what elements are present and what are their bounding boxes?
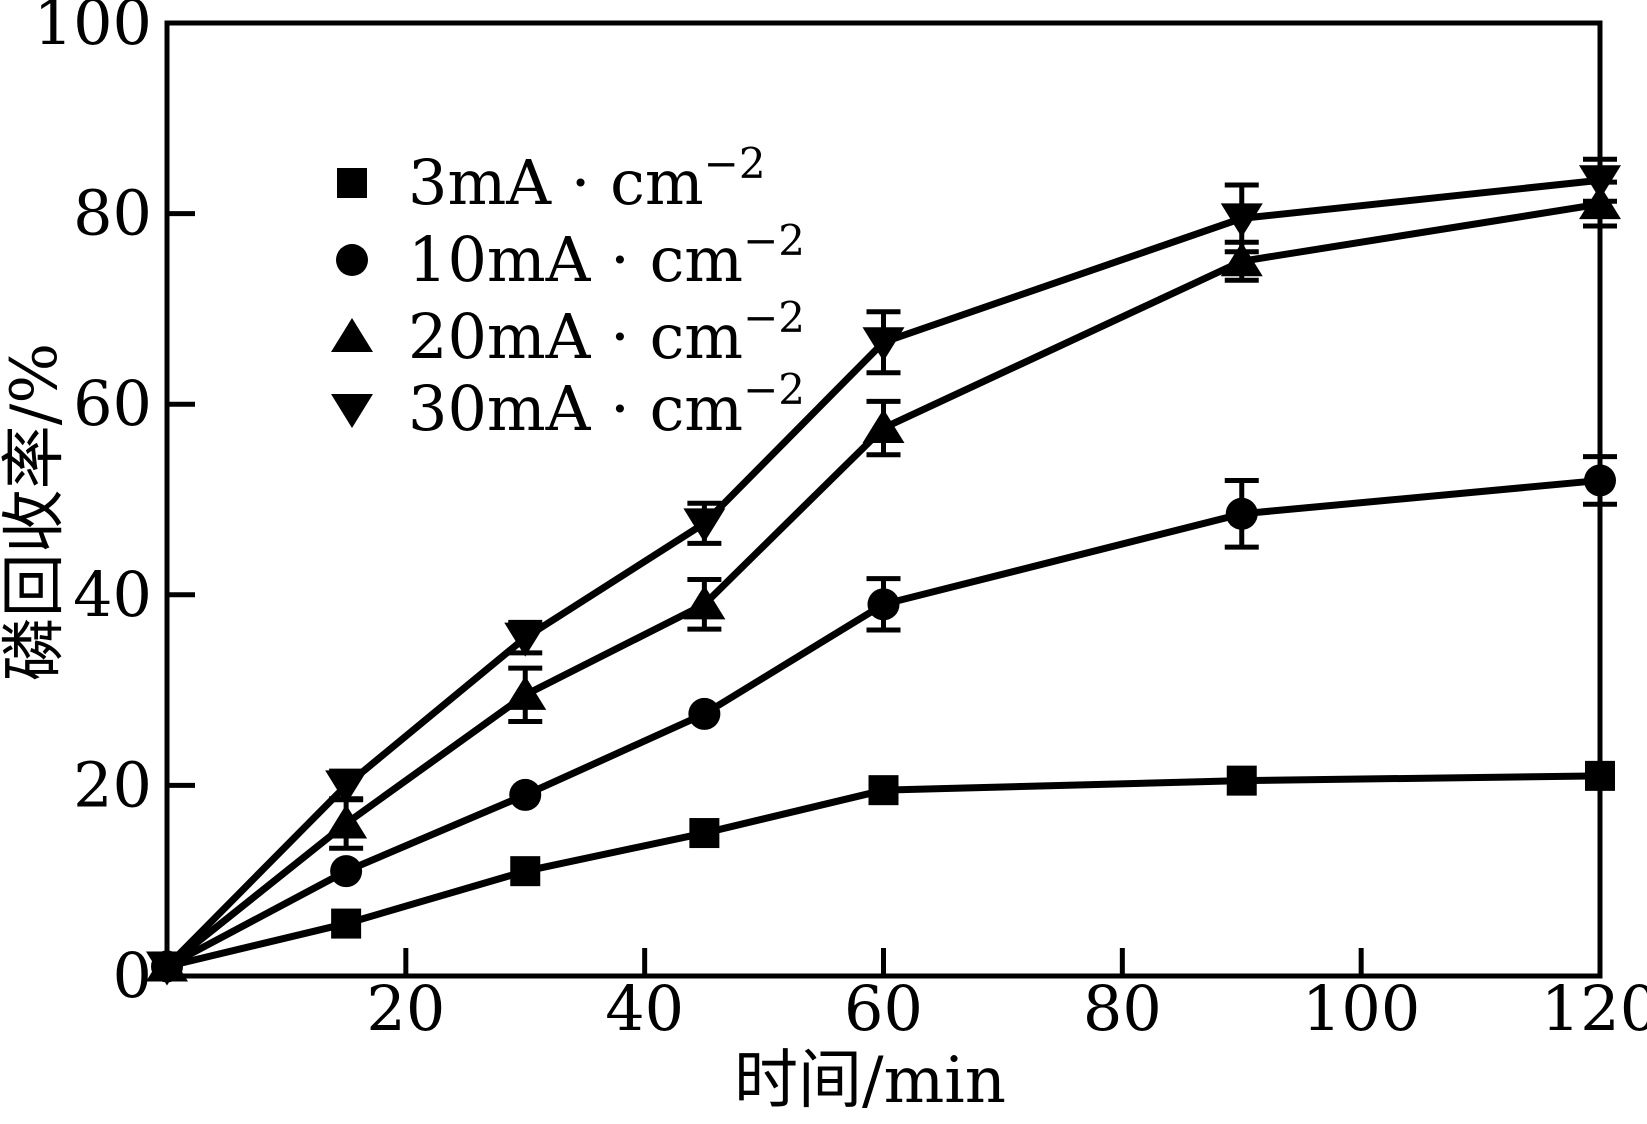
y-tick-label: 60 — [73, 367, 152, 440]
y-tick-label: 0 — [113, 939, 152, 1012]
square-marker — [1226, 765, 1257, 796]
legend-label: 3mA · cm−2 — [408, 139, 766, 219]
triangle-down-marker — [504, 622, 547, 657]
x-axis-label: 时间/min — [734, 1044, 1006, 1118]
triangle-up-marker — [325, 804, 368, 839]
square-marker — [1585, 760, 1615, 791]
series-line — [165, 476, 1601, 970]
circle-marker — [867, 588, 900, 621]
series-group — [146, 156, 1621, 986]
triangle-down-marker — [146, 951, 188, 986]
legend-item-0: 3mA · cm−2 — [337, 139, 766, 219]
triangle-down-marker — [1579, 165, 1621, 200]
legend-item-3: 30mA · cm−2 — [331, 365, 805, 445]
x-tick-label: 20 — [366, 972, 445, 1045]
triangle-down-marker — [683, 508, 726, 543]
legend-item-1: 10mA · cm−2 — [336, 216, 805, 296]
x-tick-label: 120 — [1541, 972, 1647, 1045]
circle-marker — [330, 855, 363, 888]
series-2 — [146, 179, 1621, 982]
series-3 — [146, 156, 1621, 986]
square-marker — [331, 908, 362, 939]
circle-marker — [688, 697, 721, 730]
triangle-up-marker — [683, 585, 726, 620]
circle-marker — [1225, 497, 1258, 530]
triangle-down-marker — [325, 770, 368, 805]
square-marker — [510, 856, 541, 887]
y-tick-label: 80 — [73, 177, 152, 250]
circle-marker — [509, 778, 542, 811]
x-tick-label: 40 — [605, 972, 684, 1045]
legend-label: 20mA · cm−2 — [408, 293, 805, 373]
y-tick-label: 40 — [73, 558, 152, 631]
y-axis-label: 磷回收率/% — [0, 343, 72, 681]
x-ticks: 20 40 60 80 100 120 — [366, 948, 1647, 1045]
triangle-down-marker — [1220, 203, 1263, 238]
y-tick-label: 100 — [34, 0, 152, 59]
triangle-up-marker — [331, 318, 373, 352]
circle-marker — [336, 244, 368, 276]
circle-marker — [1584, 464, 1616, 497]
triangle-down-marker — [862, 327, 905, 362]
triangle-down-marker — [331, 394, 373, 428]
y-ticks: 0 20 40 60 80 100 — [34, 0, 195, 1012]
triangle-up-marker — [862, 409, 905, 444]
square-marker — [337, 168, 367, 198]
series-line — [164, 176, 1601, 969]
triangle-up-marker — [504, 675, 547, 710]
triangle-up-marker — [1220, 242, 1263, 277]
y-tick-label: 20 — [73, 748, 152, 821]
x-tick-label: 100 — [1302, 972, 1420, 1045]
legend-label: 30mA · cm−2 — [408, 365, 805, 445]
x-tick-label: 60 — [844, 972, 923, 1045]
series-0 — [152, 760, 1615, 982]
square-marker — [868, 775, 899, 806]
legend-label: 10mA · cm−2 — [408, 216, 805, 296]
legend-item-2: 20mA · cm−2 — [331, 293, 805, 373]
square-marker — [689, 818, 720, 849]
series-1 — [151, 454, 1617, 983]
x-tick-label: 80 — [1083, 972, 1162, 1045]
